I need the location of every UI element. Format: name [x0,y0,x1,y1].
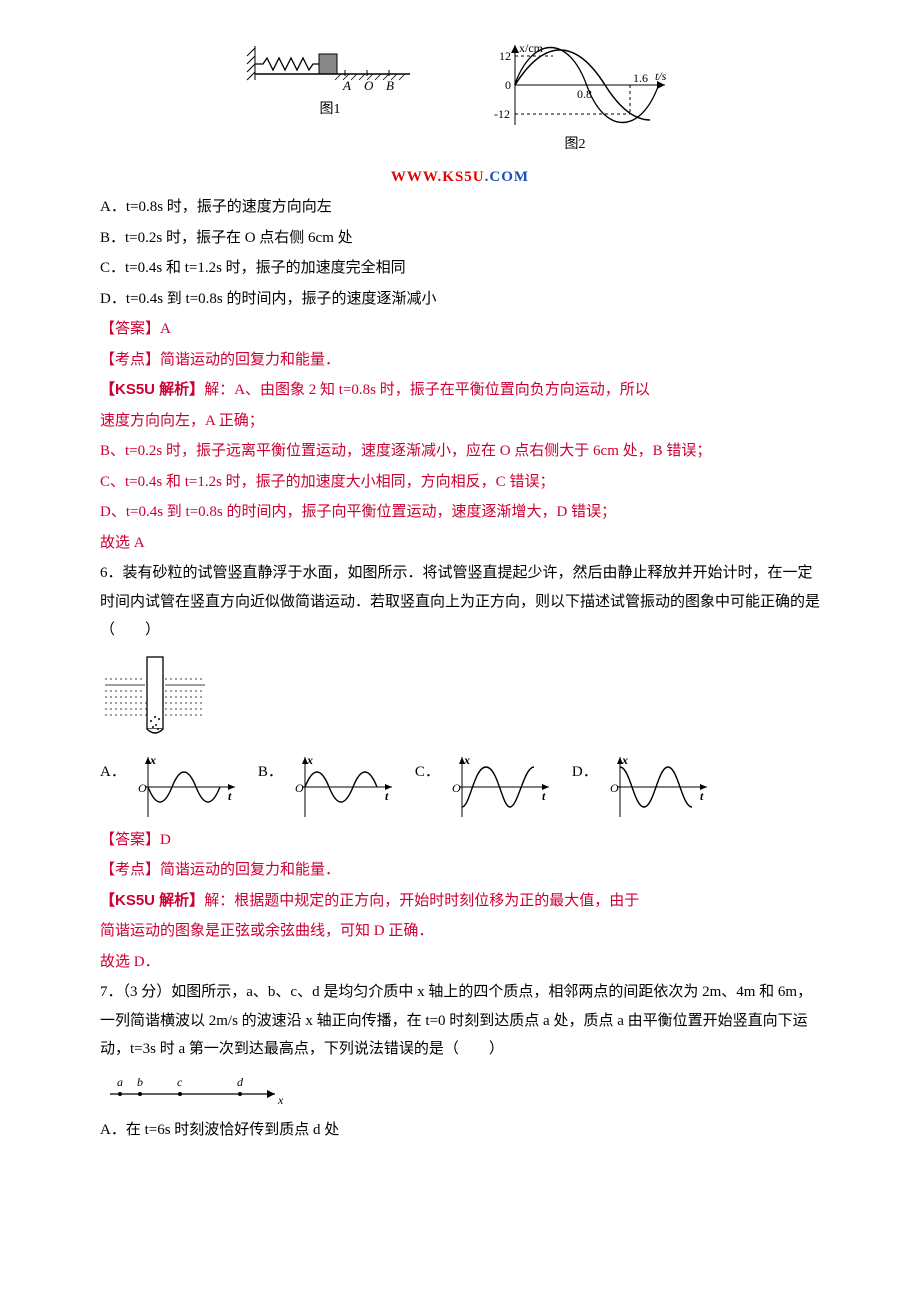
q5-exp-d: D、t=0.4s 到 t=0.8s 的时间内，振子向平衡位置运动，速度逐渐增大，… [100,498,820,527]
svg-text:O: O [610,781,619,795]
svg-text:x: x [306,753,313,767]
q6-exp-line2: 简谐运动的图象是正弦或余弦曲线，可知 D 正确． [100,917,820,946]
svg-text:12: 12 [499,49,511,63]
q5-exp-line2: 速度方向向左，A 正确； [100,407,820,436]
svg-text:O: O [295,781,304,795]
q7-stem: 7．（3 分）如图所示，a、b、c、d 是均匀介质中 x 轴上的四个质点，相邻两… [100,978,820,1064]
fig1-caption: 图1 [245,97,415,124]
svg-text:B: B [386,78,394,93]
svg-text:t/s: t/s [655,69,667,83]
svg-text:t: t [228,789,232,803]
q5-option-c: C．t=0.4s 和 t=1.2s 时，振子的加速度完全相同 [100,254,820,283]
q7-option-a: A．在 t=6s 时刻波恰好传到质点 d 处 [100,1116,820,1145]
q5-option-d: D．t=0.4s 到 t=0.8s 的时间内，振子的速度逐渐减小 [100,285,820,314]
svg-text:-12: -12 [494,107,510,121]
svg-text:t: t [700,789,704,803]
q5-kaodian: 【考点】简谐运动的回复力和能量． [100,346,820,375]
q6-exp-final: 故选 D． [100,948,820,977]
q6-opt-b: B． O x t [258,752,397,822]
svg-text:0: 0 [505,78,511,92]
fig1-block: A O B 图1 [245,40,415,159]
svg-text:1.6: 1.6 [633,71,648,85]
q5-exp-final: 故选 A [100,529,820,558]
svg-text:x: x [621,753,628,767]
opt-a-graph: O x t [130,752,240,822]
q5-exp-c: C、t=0.4s 和 t=1.2s 时，振子的加速度大小相同，方向相反，C 错误… [100,468,820,497]
q5-exp-line1: 【KS5U 解析】解：A、由图象 2 知 t=0.8s 时，振子在平衡位置向负方… [100,376,820,405]
svg-text:c: c [177,1075,183,1089]
svg-text:t: t [385,789,389,803]
q6-opt-a: A． O x t [100,752,240,822]
q6-opt-c: C． O x t [415,752,554,822]
q5-answer: 【答案】A [100,315,820,344]
q6-answer: 【答案】D [100,826,820,855]
svg-text:t: t [542,789,546,803]
watermark: WWW.KS5U.COM [100,163,820,192]
svg-text:x: x [149,753,156,767]
svg-text:O: O [138,781,147,795]
svg-text:0.8: 0.8 [577,87,592,101]
spring-oscillator-figure: A O B [245,40,415,95]
svg-text:d: d [237,1075,244,1089]
svg-text:O: O [452,781,461,795]
q6-opt-d: D． O x t [572,752,712,822]
tube-figure [100,651,210,746]
opt-b-graph: O x t [287,752,397,822]
fig2-block: x/cm 12 0 -12 0.8 1.6 t/s 图2 [475,40,675,159]
q5-option-b: B．t=0.2s 时，振子在 O 点右侧 6cm 处 [100,224,820,253]
opt-d-graph: O x t [602,752,712,822]
q6-options-row: A． O x t B． O x t C． O x t [100,752,820,822]
opt-c-graph: O x t [444,752,554,822]
svg-text:x: x [277,1093,284,1107]
svg-text:x: x [463,753,470,767]
fig2-caption: 图2 [475,132,675,159]
svg-text:b: b [137,1075,143,1089]
svg-text:x/cm: x/cm [519,41,544,55]
q5-option-a: A．t=0.8s 时，振子的速度方向向左 [100,193,820,222]
q6-exp-line1: 【KS5U 解析】解：根据题中规定的正方向，开始时时刻位移为正的最大值，由于 [100,887,820,916]
q5-figure-row: A O B 图1 x/cm 12 0 -12 0.8 [100,40,820,159]
q6-stem: 6．装有砂粒的试管竖直静浮于水面，如图所示．将试管竖直提起少许，然后由静止释放并… [100,559,820,645]
q6-kaodian: 【考点】简谐运动的回复力和能量． [100,856,820,885]
q5-exp-b: B、t=0.2s 时，振子远离平衡位置运动，速度逐渐减小，应在 O 点右侧大于 … [100,437,820,466]
svg-text:O: O [364,78,374,93]
sine-graph-figure: x/cm 12 0 -12 0.8 1.6 t/s [475,40,675,130]
svg-text:A: A [342,78,351,93]
svg-text:a: a [117,1075,123,1089]
q7-axis-figure: a b c d x [100,1070,290,1110]
